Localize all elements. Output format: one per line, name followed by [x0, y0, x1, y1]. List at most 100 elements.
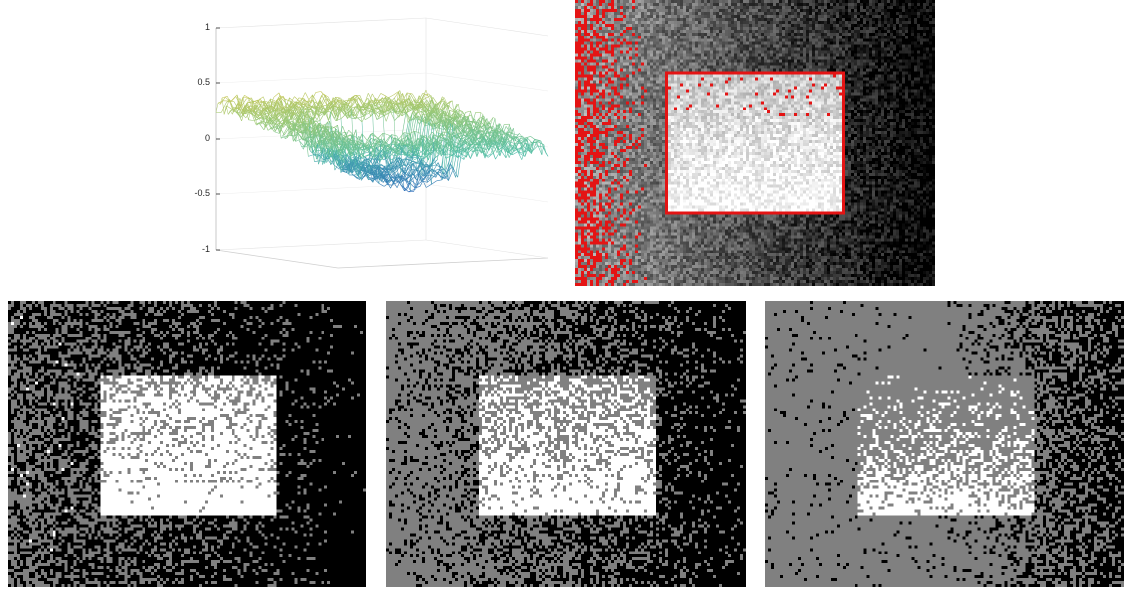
mesh-line [325, 151, 328, 153]
mesh-line [390, 157, 396, 161]
mesh-line [494, 134, 501, 142]
mesh-line [314, 134, 318, 137]
mesh-line [363, 155, 369, 158]
mesh-line [307, 100, 314, 109]
mesh-line [406, 134, 413, 153]
mesh-line [336, 153, 339, 160]
mesh-line [416, 146, 419, 151]
mesh-line [487, 136, 491, 147]
mesh-line [340, 113, 347, 119]
mesh-line [367, 170, 371, 175]
mesh-line [340, 118, 344, 157]
mesh-line [517, 133, 520, 136]
mesh-line [331, 126, 334, 137]
mesh-line [345, 143, 348, 149]
mesh-line [417, 164, 420, 172]
mesh-line [350, 117, 356, 120]
mesh-line [504, 131, 508, 145]
mesh-line [389, 134, 392, 183]
mesh-line [394, 97, 397, 106]
mesh-line [350, 160, 353, 173]
mesh-line [433, 114, 440, 122]
mesh-line [259, 103, 262, 115]
mesh-line [363, 144, 366, 147]
mesh-line [373, 102, 376, 104]
mesh-line [398, 167, 405, 176]
mesh-line [447, 105, 451, 118]
mesh-line [493, 131, 499, 146]
mesh-line [333, 106, 340, 108]
mesh-line [413, 148, 417, 154]
mesh-line [496, 124, 500, 143]
mesh-line [481, 136, 484, 143]
mesh-line [332, 97, 339, 111]
mesh-line [411, 138, 418, 153]
mesh-line [449, 116, 453, 119]
mesh-line [318, 107, 321, 113]
mesh-line [344, 164, 347, 173]
mesh-line [364, 172, 367, 176]
mesh-line [423, 110, 426, 113]
mesh-line [351, 95, 357, 98]
mesh-line [354, 98, 360, 101]
mesh-line [298, 111, 301, 124]
mesh-line [422, 164, 428, 166]
mesh-line [415, 102, 418, 104]
mesh-line [482, 114, 486, 126]
mesh-line [441, 112, 444, 122]
mesh-line [472, 134, 475, 136]
mesh-line [384, 145, 388, 153]
mesh-line [348, 97, 355, 101]
mesh-line [539, 140, 543, 155]
mesh-line [395, 111, 399, 115]
mesh-line [431, 180, 437, 185]
mesh-line [259, 103, 266, 107]
mesh-line [291, 122, 294, 136]
mesh-line [277, 119, 280, 121]
mesh-line [433, 104, 437, 114]
mesh-line [373, 165, 377, 170]
mesh-line [329, 138, 332, 140]
mesh-line [454, 104, 457, 119]
mesh-line [315, 144, 318, 157]
mesh-line [335, 96, 341, 99]
mesh-line [443, 110, 446, 123]
mesh-line [512, 136, 516, 145]
mesh-line [391, 134, 394, 139]
mesh-line [439, 115, 442, 120]
mesh-line [502, 138, 506, 145]
mesh-line [433, 103, 437, 110]
mesh-line [458, 115, 465, 125]
mesh-line [426, 119, 429, 124]
mesh-line [378, 151, 381, 156]
mesh-line [343, 142, 346, 149]
mesh-line [397, 105, 401, 115]
mesh-line [452, 123, 455, 126]
mesh-line [464, 146, 467, 153]
mesh-line [378, 103, 385, 118]
mesh-line [468, 145, 475, 150]
mesh-line [366, 100, 370, 108]
mesh-line [461, 124, 464, 134]
mesh-line [364, 151, 371, 154]
mesh-line [395, 172, 399, 177]
mesh-line [363, 147, 367, 151]
mesh-line [333, 128, 336, 137]
mesh-line [376, 117, 380, 120]
mesh-line [400, 93, 403, 105]
mesh-line [387, 173, 391, 177]
mesh-line [412, 131, 415, 146]
mesh-line [346, 157, 350, 170]
mesh-line [402, 174, 405, 182]
mesh-line [402, 93, 405, 103]
mesh-line [466, 146, 469, 150]
mesh-line [236, 108, 242, 122]
mesh-line [305, 106, 308, 118]
mesh-line [472, 118, 476, 123]
mesh-line [429, 100, 433, 111]
mesh-line [250, 100, 254, 112]
mesh-line [399, 140, 402, 146]
mesh-line [338, 155, 341, 163]
mesh-line [451, 119, 455, 127]
mesh-line [326, 102, 330, 106]
